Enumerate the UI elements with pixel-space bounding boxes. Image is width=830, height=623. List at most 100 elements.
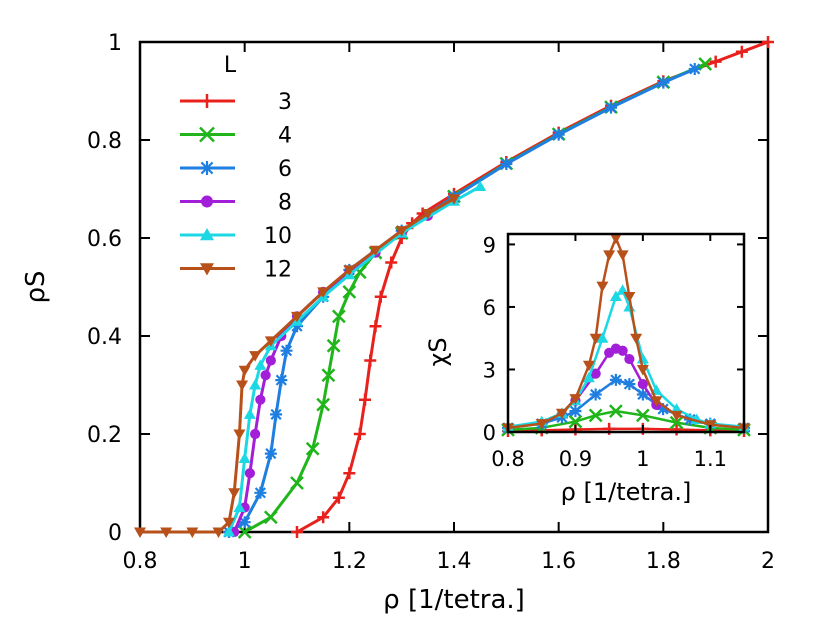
series-12-point	[609, 233, 622, 245]
series-4-point	[263, 510, 278, 525]
series-8-point	[250, 428, 261, 440]
x-tick-label: 1.2	[332, 549, 367, 574]
series-10-point	[233, 501, 246, 512]
series-6-point	[609, 373, 622, 386]
legend-label: 12	[264, 258, 292, 283]
series-4-point	[237, 525, 252, 539]
series-12-point	[448, 194, 460, 205]
series-8-point	[590, 368, 601, 379]
series-3-point	[762, 36, 774, 48]
y-tick-label: 6	[483, 296, 496, 320]
series-12-point	[249, 351, 262, 362]
y-tick-label: 0.8	[87, 129, 122, 154]
series-12-point	[264, 336, 277, 347]
series-8-point	[265, 355, 276, 366]
series-6-point	[605, 101, 617, 114]
legend-label: 3	[278, 90, 292, 115]
inset-y-axis-label: χS	[424, 337, 452, 366]
legend-swatch-marker	[201, 195, 213, 208]
series-12-point	[569, 394, 582, 405]
series-12-point	[236, 380, 249, 391]
series-12-point	[603, 250, 616, 261]
legend-entry-4: 4	[180, 124, 292, 149]
series-3-point	[735, 45, 748, 58]
legend-swatch-marker	[200, 228, 214, 241]
series-3-point	[317, 511, 330, 524]
series-3-point	[385, 256, 398, 269]
series-6-point	[623, 378, 636, 391]
series-4-point	[669, 415, 684, 430]
series-12-point	[233, 429, 246, 440]
y-tick-label: 3	[483, 358, 496, 382]
series-12-point	[317, 287, 330, 298]
x-tick-label: 1.4	[437, 549, 472, 574]
series-10-point	[249, 379, 262, 390]
series-10-point	[474, 180, 487, 192]
x-tick-label: 0.9	[559, 447, 592, 471]
inset-background	[508, 234, 744, 432]
series-4-point	[635, 408, 650, 423]
series-3-point	[670, 423, 683, 436]
x-tick-label: 2	[761, 549, 775, 574]
series-10-point	[254, 359, 267, 370]
series-12-point	[555, 408, 568, 420]
series-12-point	[616, 250, 629, 261]
series-12-point	[160, 527, 173, 538]
series-4-point	[321, 368, 336, 383]
series-12-point	[582, 360, 595, 372]
series-3-point	[709, 55, 722, 68]
series-12-point	[623, 292, 636, 303]
legend-label: 10	[264, 224, 292, 249]
series-12-point	[535, 419, 548, 430]
x-tick-label: 0.8	[123, 549, 158, 574]
legend-label: 4	[278, 124, 292, 149]
x-tick-label: 1	[238, 549, 252, 574]
main-x-axis-label: ρ [1/tetra.]	[383, 585, 525, 615]
series-3-point	[291, 526, 303, 538]
y-tick-label: 9	[483, 233, 496, 257]
series-6-point	[589, 388, 602, 401]
series-6-point	[264, 447, 277, 460]
series-3-point	[369, 320, 382, 333]
series-8-point	[244, 468, 255, 479]
legend-entry-12: 12	[180, 258, 292, 283]
series-4-point	[331, 309, 346, 324]
series-12-point	[228, 488, 241, 499]
series-6-point	[636, 388, 649, 401]
legend: L 3 4 6 8 10 12	[180, 53, 292, 283]
series-6-point	[238, 516, 251, 529]
legend-swatch-marker	[199, 126, 215, 143]
y-tick-label: 0	[108, 521, 122, 546]
series-4-point	[698, 57, 713, 71]
legend-title: L	[224, 53, 237, 78]
legend-swatch-marker	[200, 161, 214, 175]
series-12-point	[421, 209, 434, 220]
series-8-point	[617, 345, 628, 356]
series-3-point	[359, 393, 372, 406]
series-6-point	[275, 374, 288, 387]
x-tick-label: 1.8	[646, 549, 681, 574]
series-6-point	[500, 158, 513, 171]
series-3-point	[364, 354, 377, 367]
legend-swatch-marker	[200, 263, 214, 276]
series-3-point	[343, 467, 356, 480]
y-tick-label: 0	[483, 421, 496, 445]
y-tick-label: 1	[108, 31, 122, 56]
main-axis-ticks: 0.8 1 1.2 1.4 1.6 1.8 2 0 0.2 0.4 0.6 0.8 1	[87, 31, 775, 574]
series-12-point	[589, 333, 602, 345]
series-4-point	[568, 414, 583, 429]
series-3-point	[374, 290, 387, 303]
inset-plot-frame	[506, 232, 746, 434]
series-12-point	[636, 364, 649, 376]
series-6-point	[688, 62, 701, 75]
series-4-point	[316, 397, 331, 412]
series-10-point	[243, 408, 256, 419]
series-6-point	[569, 405, 582, 418]
series-10-point	[609, 290, 622, 302]
series-12-point	[650, 396, 663, 407]
y-tick-label: 0.2	[87, 423, 122, 448]
series-6-point	[657, 76, 670, 89]
y-tick-label: 0.6	[87, 227, 122, 252]
series-12-point	[238, 365, 251, 377]
